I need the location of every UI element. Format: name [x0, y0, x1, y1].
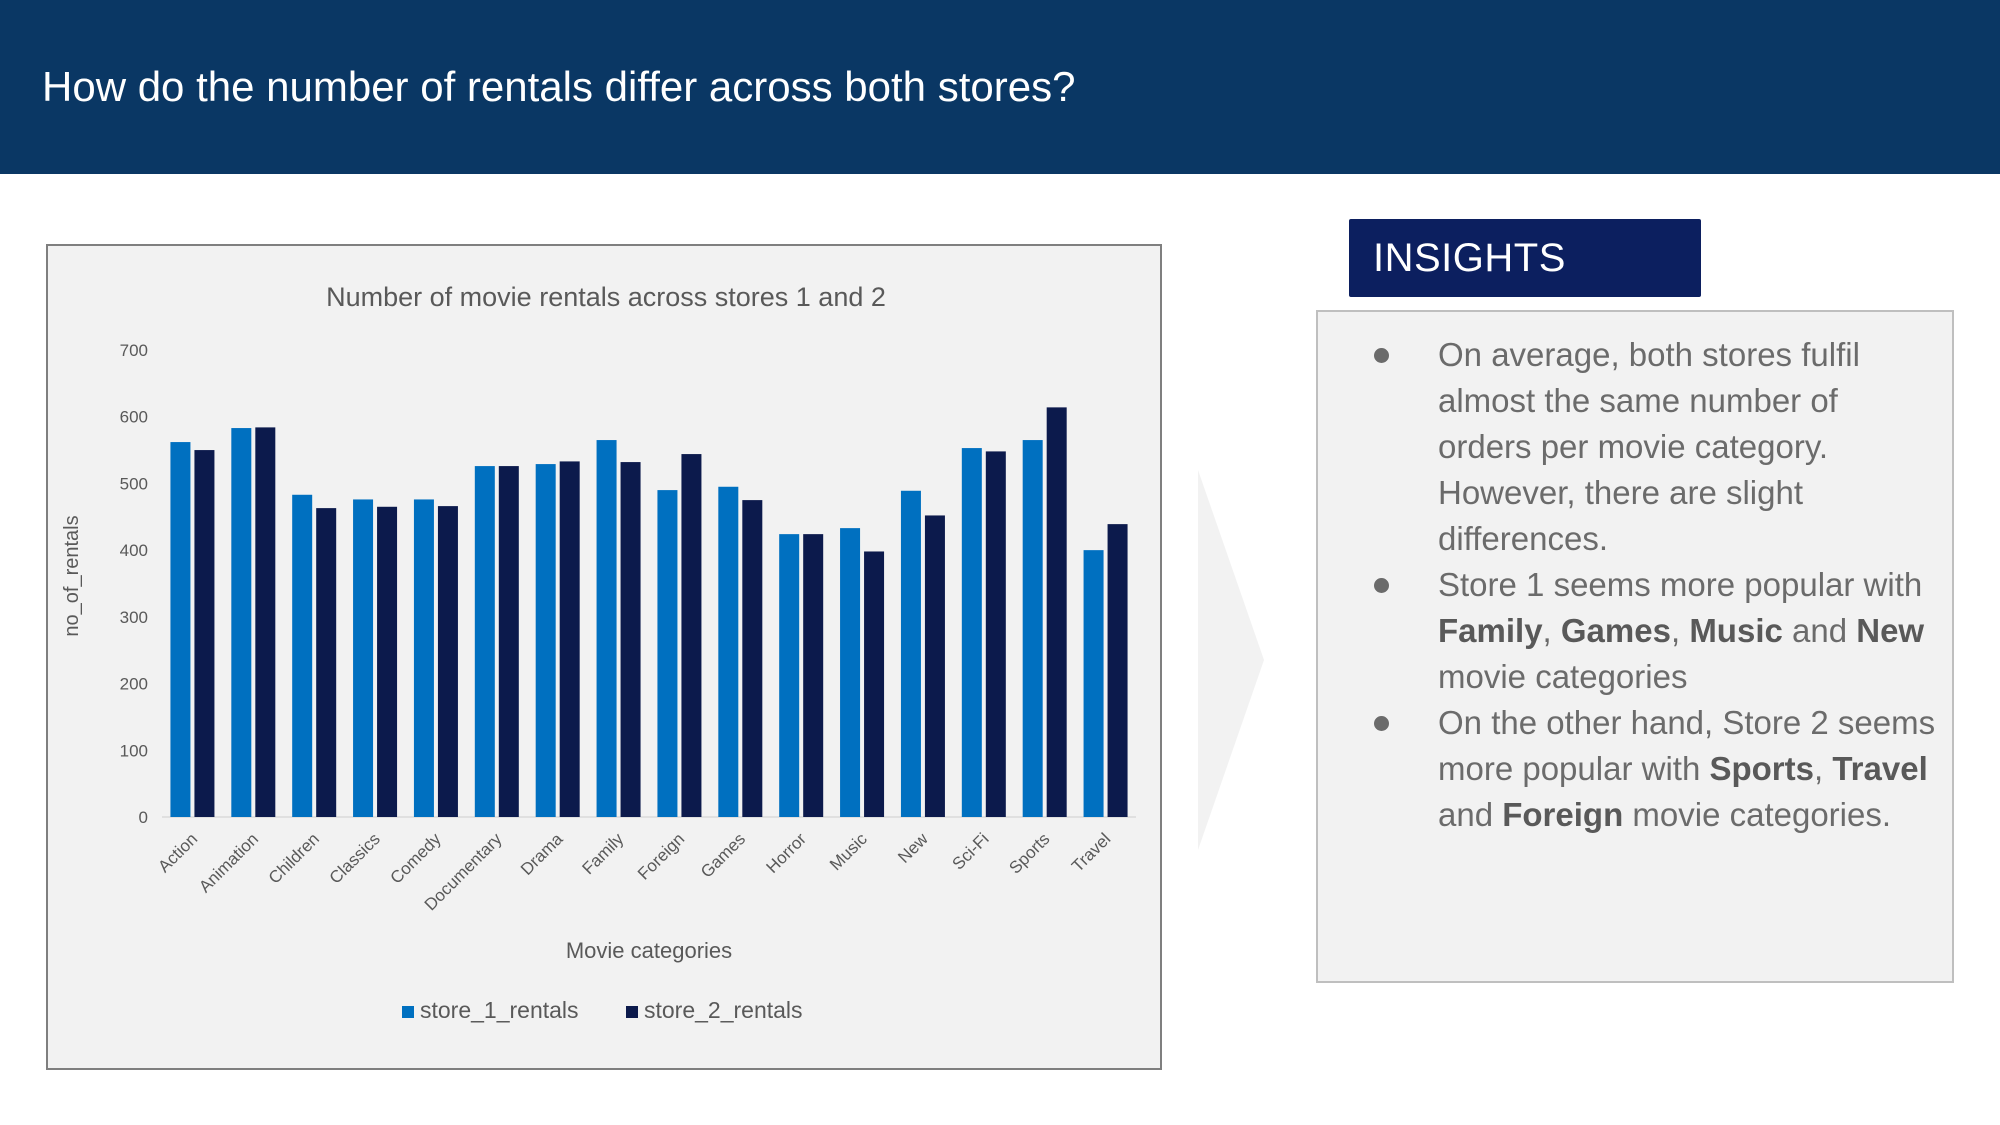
y-axis-ticks: 0 100 200 300 400 500 600 700 — [120, 341, 148, 827]
bar-store_1_rentals-travel — [1083, 550, 1104, 817]
bar-store_2_rentals-foreign — [681, 454, 702, 817]
insight-2-bold-games: Games — [1560, 612, 1671, 649]
chart-title: Number of movie rentals across stores 1 … — [326, 282, 886, 312]
bar-store_1_rentals-sci-fi — [961, 448, 982, 817]
bar-store_1_rentals-family — [596, 440, 617, 817]
y-tick-label: 700 — [120, 341, 148, 360]
bar-store_1_rentals-action — [170, 442, 191, 817]
legend-label-store_2_rentals: store_2_rentals — [644, 997, 803, 1023]
y-tick-label: 600 — [120, 408, 148, 427]
x-tick-label: Action — [154, 829, 201, 876]
bar-store_2_rentals-family — [620, 462, 641, 817]
insight-3-bold-travel: Travel — [1832, 750, 1928, 787]
bar-store_1_rentals-documentary — [474, 466, 495, 817]
insight-3-post: movie categories. — [1623, 796, 1892, 833]
rentals-bar-chart: Number of movie rentals across stores 1 … — [61, 282, 1136, 1023]
bar-store_1_rentals-drama — [535, 464, 556, 817]
insight-2-mid: and — [1782, 612, 1857, 649]
bar-store_2_rentals-classics — [377, 506, 398, 817]
legend-swatch-store_2_rentals — [626, 1006, 638, 1018]
insight-2-pre: Store 1 seems more popular with — [1438, 566, 1923, 603]
x-tick-label: Foreign — [634, 829, 688, 883]
bar-store_1_rentals-classics — [353, 499, 374, 817]
bar-store_2_rentals-sci-fi — [985, 451, 1006, 817]
insights-tab: INSIGHTS — [1349, 219, 1701, 297]
bar-store_1_rentals-foreign — [657, 490, 678, 817]
y-tick-label: 0 — [139, 808, 148, 827]
y-tick-label: 500 — [120, 474, 148, 493]
insights-list: On average, both stores fulfil almost th… — [1318, 332, 1952, 838]
bar-store_1_rentals-sports — [1022, 440, 1043, 817]
x-tick-label: Sci-Fi — [948, 829, 992, 873]
insight-1-text: On average, both stores fulfil almost th… — [1438, 336, 1860, 557]
insight-3-bold-sports: Sports — [1709, 750, 1814, 787]
insight-3-sep-1: , — [1813, 750, 1833, 787]
insight-item-1: On average, both stores fulfil almost th… — [1318, 332, 1952, 562]
x-axis-label: Movie categories — [566, 938, 732, 963]
y-tick-label: 300 — [120, 608, 148, 627]
bar-store_2_rentals-horror — [803, 534, 824, 817]
bar-store_1_rentals-children — [292, 494, 313, 817]
insight-2-bold-music: Music — [1689, 612, 1783, 649]
insight-3-bold-foreign: Foreign — [1502, 796, 1624, 833]
x-tick-label: Comedy — [387, 829, 446, 888]
legend-label-store_1_rentals: store_1_rentals — [420, 997, 579, 1023]
chevron-arrow-icon — [1198, 470, 1264, 850]
x-tick-label: Sports — [1005, 829, 1053, 877]
bullet-icon — [1374, 578, 1389, 593]
insight-item-3: On the other hand, Store 2 seems more po… — [1318, 700, 1952, 838]
insight-2-bold-new: New — [1856, 612, 1925, 649]
bar-store_2_rentals-sports — [1046, 407, 1067, 817]
bar-store_2_rentals-music — [864, 551, 885, 817]
insight-2-sep-1: , — [1542, 612, 1561, 649]
x-tick-label: Family — [579, 829, 628, 878]
chart-legend: store_1_rentals store_2_rentals — [402, 997, 803, 1023]
bar-store_1_rentals-music — [840, 528, 861, 817]
x-tick-label: Animation — [195, 829, 262, 896]
bullet-icon — [1374, 716, 1389, 731]
bar-store_1_rentals-comedy — [413, 499, 434, 817]
bar-store_2_rentals-comedy — [437, 506, 458, 817]
insights-tab-label: INSIGHTS — [1373, 236, 1566, 280]
slide-header: How do the number of rentals differ acro… — [0, 0, 2000, 174]
y-tick-label: 400 — [120, 541, 148, 560]
y-tick-label: 200 — [120, 675, 148, 694]
x-tick-label: Music — [826, 829, 871, 874]
x-tick-label: Horror — [763, 829, 811, 877]
insight-2-bold-family: Family — [1438, 612, 1543, 649]
bars-group — [170, 407, 1128, 817]
slide-title: How do the number of rentals differ acro… — [42, 63, 1076, 110]
legend-swatch-store_1_rentals — [402, 1006, 414, 1018]
x-tick-label: Games — [697, 829, 749, 881]
bar-store_1_rentals-horror — [779, 534, 800, 817]
bar-store_2_rentals-animation — [255, 427, 276, 817]
insight-3-mid: and — [1438, 796, 1503, 833]
bar-store_2_rentals-children — [316, 508, 337, 817]
bar-store_1_rentals-games — [718, 486, 739, 817]
bar-store_2_rentals-action — [194, 450, 215, 817]
x-tick-label: Travel — [1068, 829, 1114, 875]
x-tick-label: Drama — [517, 829, 567, 879]
y-tick-label: 100 — [120, 741, 148, 760]
insight-2-post: movie categories — [1438, 658, 1688, 695]
insight-item-2: Store 1 seems more popular with Family, … — [1318, 562, 1952, 700]
insights-box: On average, both stores fulfil almost th… — [1316, 310, 1954, 983]
bullet-icon — [1374, 348, 1389, 363]
x-tick-label: Classics — [326, 829, 384, 887]
bar-store_2_rentals-games — [742, 500, 763, 817]
x-tick-label: Children — [265, 829, 323, 887]
x-tick-label: New — [894, 829, 932, 867]
bar-store_1_rentals-animation — [231, 428, 252, 817]
y-axis-label: no_of_rentals — [61, 515, 83, 636]
bar-store_2_rentals-documentary — [498, 466, 519, 817]
insight-2-sep-2: , — [1670, 612, 1690, 649]
chart-panel: Number of movie rentals across stores 1 … — [46, 244, 1162, 1070]
bar-store_2_rentals-drama — [559, 461, 580, 817]
insight-3-pre: On the other hand, Store 2 seems more po… — [1438, 704, 1936, 787]
bar-store_1_rentals-new — [900, 490, 921, 817]
bar-store_2_rentals-new — [924, 515, 945, 817]
bar-store_2_rentals-travel — [1107, 524, 1128, 817]
